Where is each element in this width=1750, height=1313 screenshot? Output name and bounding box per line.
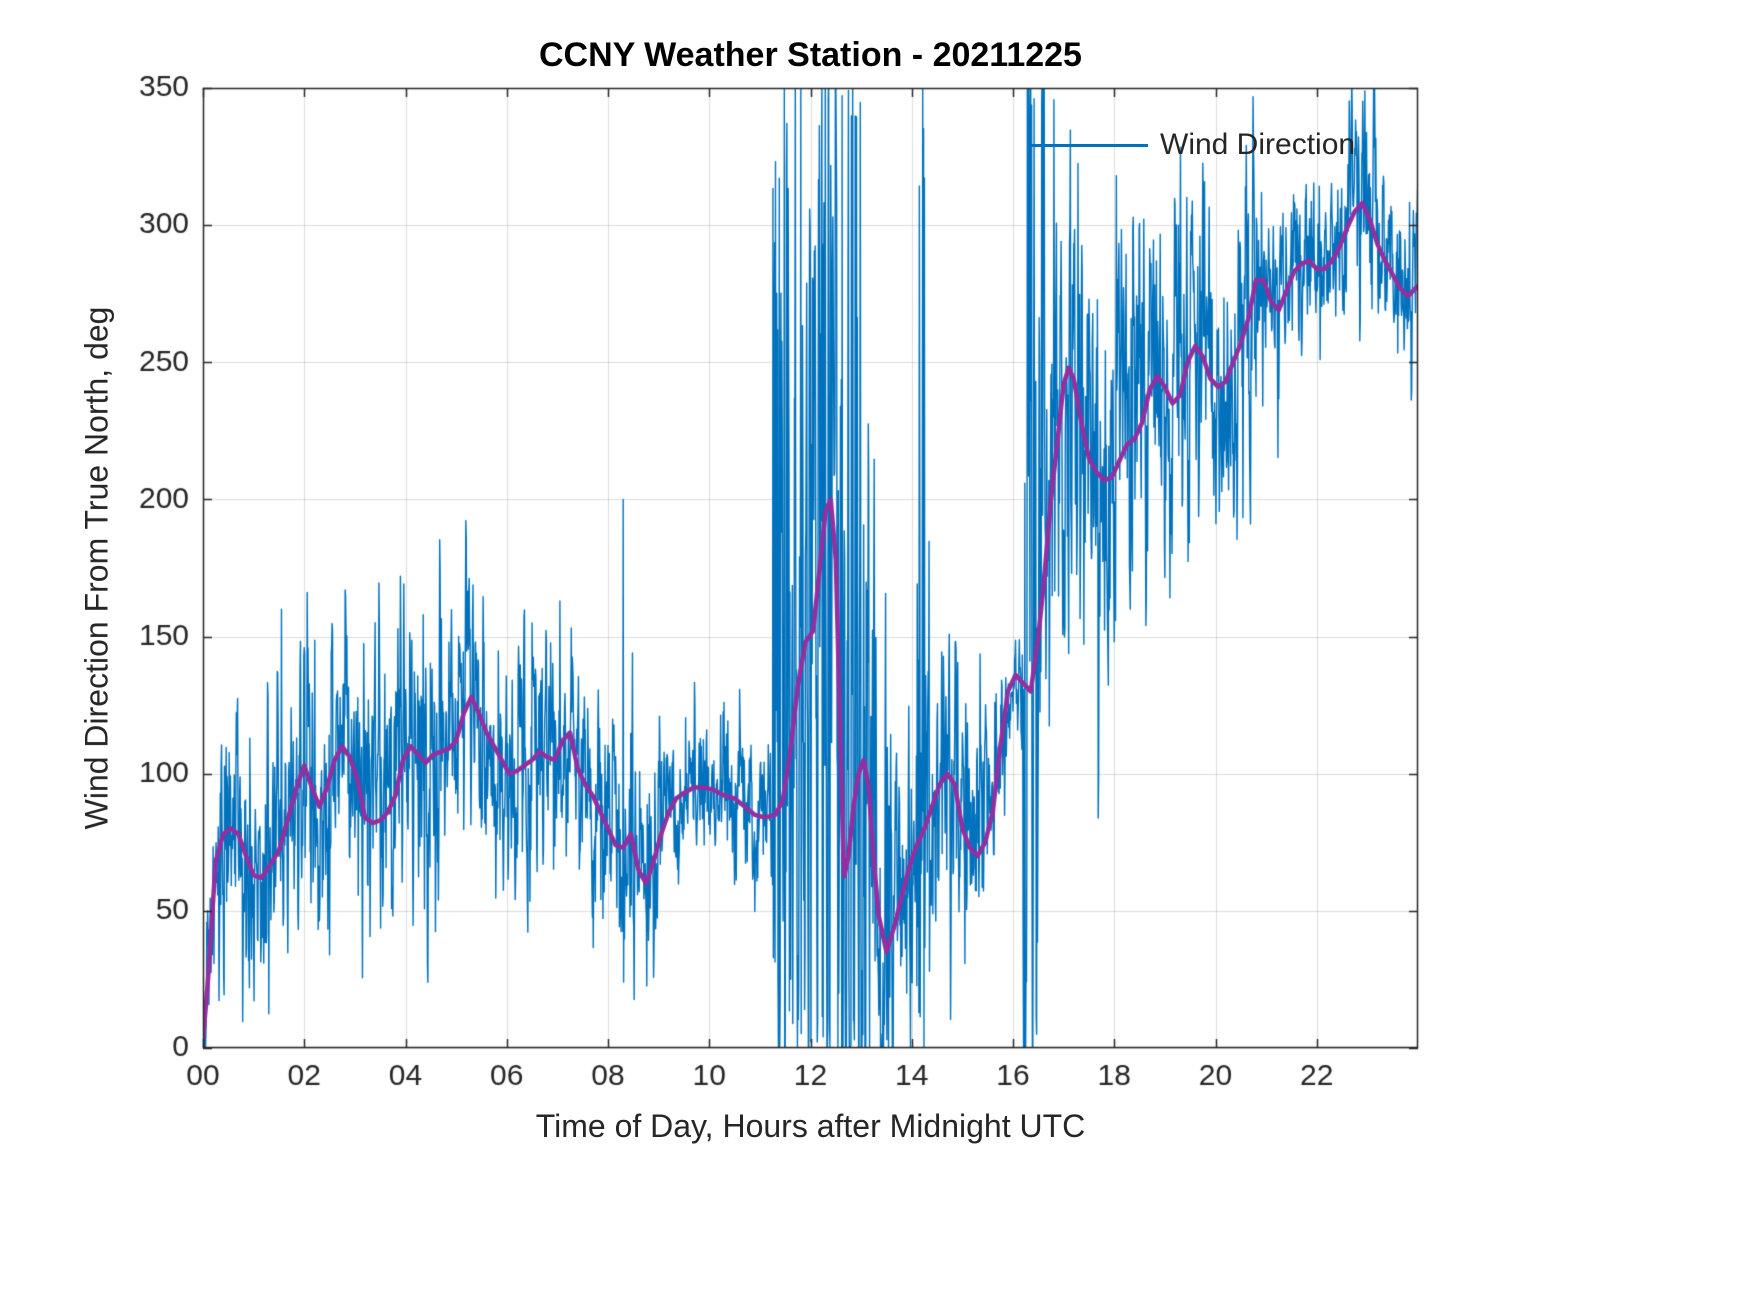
legend: Wind Direction bbox=[1030, 128, 1355, 162]
chart-title: CCNY Weather Station - 20211225 bbox=[539, 36, 1082, 74]
legend-label: Wind Direction bbox=[1160, 128, 1356, 161]
y-axis-label: Wind Direction From True North, deg bbox=[78, 306, 115, 830]
x-axis-label: Time of Day, Hours after Midnight UTC bbox=[535, 1108, 1086, 1144]
legend-line-sample bbox=[1030, 143, 1148, 147]
